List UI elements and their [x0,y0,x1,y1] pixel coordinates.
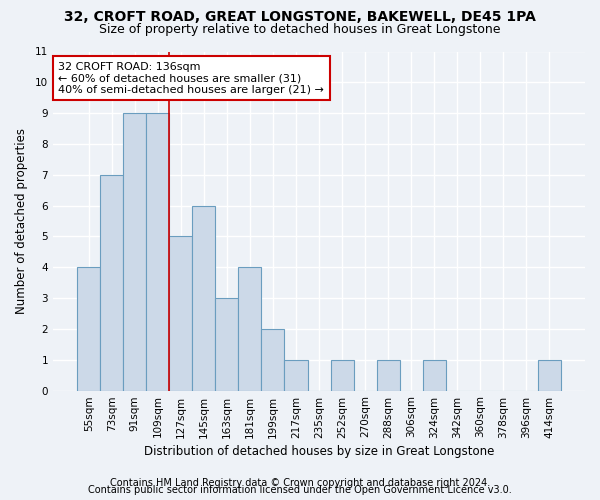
Bar [123,113,146,390]
Bar [215,298,238,390]
Bar [193,206,215,390]
Bar [538,360,561,390]
Bar [100,175,123,390]
Y-axis label: Number of detached properties: Number of detached properties [15,128,28,314]
Text: Size of property relative to detached houses in Great Longstone: Size of property relative to detached ho… [99,22,501,36]
Bar [422,360,446,390]
Bar [331,360,353,390]
Bar [377,360,400,390]
Text: Contains public sector information licensed under the Open Government Licence v3: Contains public sector information licen… [88,485,512,495]
Text: 32, CROFT ROAD, GREAT LONGSTONE, BAKEWELL, DE45 1PA: 32, CROFT ROAD, GREAT LONGSTONE, BAKEWEL… [64,10,536,24]
X-axis label: Distribution of detached houses by size in Great Longstone: Distribution of detached houses by size … [144,444,494,458]
Bar [284,360,308,390]
Bar [146,113,169,390]
Text: 32 CROFT ROAD: 136sqm
← 60% of detached houses are smaller (31)
40% of semi-deta: 32 CROFT ROAD: 136sqm ← 60% of detached … [58,62,324,95]
Bar [169,236,193,390]
Text: Contains HM Land Registry data © Crown copyright and database right 2024.: Contains HM Land Registry data © Crown c… [110,478,490,488]
Bar [77,268,100,390]
Bar [238,268,262,390]
Bar [262,329,284,390]
